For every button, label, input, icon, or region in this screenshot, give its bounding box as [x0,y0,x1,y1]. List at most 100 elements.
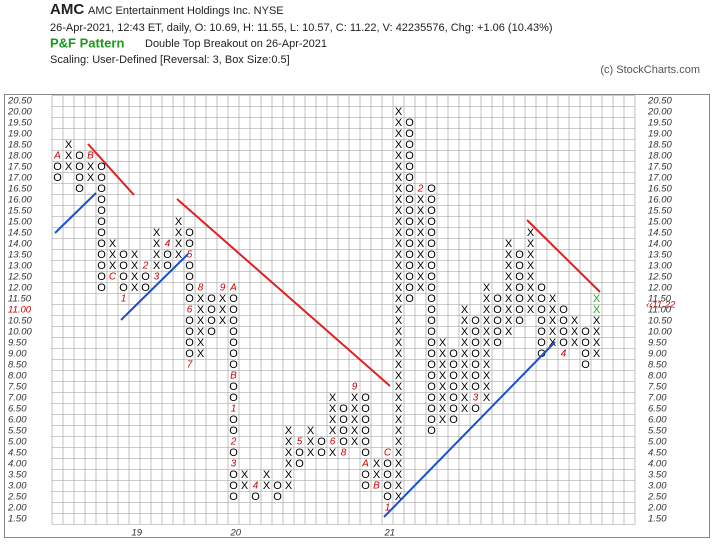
o-box: O [207,304,216,316]
o-box: O [97,194,106,206]
y-tick-label: 9.50 [8,338,27,349]
y-tick-label: 17.50 [8,162,32,173]
month-marker: B [230,371,237,382]
y-tick-label: 3.00 [648,481,667,492]
o-box: O [493,304,502,316]
o-box: O [427,337,436,349]
o-box: O [229,491,238,503]
x-box: X [461,381,469,393]
x-box: X [571,315,579,327]
o-box: O [405,271,414,283]
o-box: O [537,315,546,327]
y-tick-label: 4.00 [648,459,667,470]
x-box: X [307,425,315,437]
y-tick-label: 7.00 [8,393,27,404]
x-box: X [527,304,535,316]
month-marker: 1 [385,503,391,514]
o-box: O [361,425,370,437]
o-box: O [537,348,546,360]
y-tick-label: 11.50 [648,294,672,305]
o-box: O [339,414,348,426]
x-box: X [439,403,447,415]
x-box: X [197,304,205,316]
y-tick-label: 3.50 [8,470,27,481]
o-box: O [75,150,84,162]
resistance-line [526,219,601,293]
o-box: O [471,326,480,338]
y-tick-label: 6.50 [648,404,667,415]
x-box: X [461,326,469,338]
y-tick-label: 5.00 [8,437,27,448]
x-box: X [175,249,183,261]
x-box: X [439,359,447,371]
o-box: O [427,260,436,272]
x-box: X [219,293,227,305]
o-box: O [471,381,480,393]
x-box: X [351,392,359,404]
trend-lines [54,143,601,518]
y-tick-label: 18.50 [648,140,672,151]
month-marker: C [384,448,392,459]
y-tick-label: 9.00 [8,349,27,360]
y-tick-label: 8.00 [648,371,667,382]
x-box: X [417,194,425,206]
o-box: O [163,249,172,261]
x-box: X [153,227,161,239]
month-marker: B [87,151,94,162]
y-tick-label: 11.50 [8,294,32,305]
x-box: X [505,304,513,316]
x-box: X [527,227,535,239]
x-box: X [527,238,535,250]
x-box: X [483,304,491,316]
x-box: X [395,227,403,239]
support-line [54,192,97,234]
x-box: X [263,480,271,492]
o-box: O [427,205,436,217]
o-box: O [581,359,590,371]
x-box: X [505,249,513,261]
x-box: X [329,392,337,404]
y-tick-label: 15.00 [648,217,672,228]
x-box: X [549,315,557,327]
y-tick-label: 5.00 [648,437,667,448]
y-tick-label: 5.50 [648,426,667,437]
x-box: X [395,293,403,305]
y-tick-label: 16.50 [8,184,32,195]
x-box: X [527,271,535,283]
x-box: X [395,414,403,426]
x-box: X [373,469,381,481]
o-box: O [97,216,106,228]
x-box: X [461,315,469,327]
o-box: O [449,359,458,371]
o-box: O [449,370,458,382]
y-tick-label: 19.50 [648,118,672,129]
o-box: O [405,128,414,140]
o-box: O [405,249,414,261]
y-tick-label: 18.00 [648,151,672,162]
x-box: X [395,370,403,382]
x-box: X [395,359,403,371]
month-marker: 8 [341,448,347,459]
y-tick-label: 14.50 [648,228,672,239]
x-box: X [329,414,337,426]
x-box: X [483,337,491,349]
x-box: X [395,216,403,228]
y-tick-label: 7.00 [648,393,667,404]
x-box: X [571,326,579,338]
x-box: X [329,403,337,415]
o-box: O [537,293,546,305]
x-box: X [175,227,183,239]
o-box: O [427,238,436,250]
o-box: O [339,425,348,437]
o-box: O [119,260,128,272]
y-tick-label: 10.50 [8,316,32,327]
symbol: AMC [50,1,84,18]
x-box: X [329,425,337,437]
y-tick-label: 12.00 [648,283,672,294]
y-tick-label: 6.00 [648,415,667,426]
x-box: X [549,293,557,305]
month-marker: 6 [187,305,193,316]
o-box: O [405,205,414,217]
o-box: O [427,304,436,316]
x-box: X [505,271,513,283]
